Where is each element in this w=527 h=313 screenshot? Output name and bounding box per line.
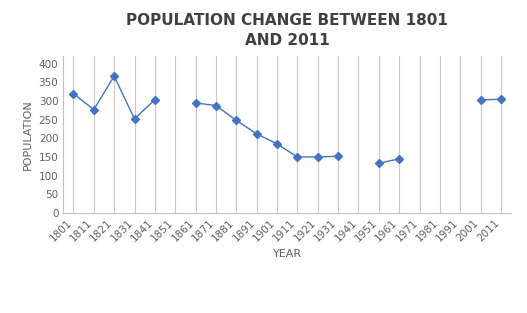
Y-axis label: POPULATION: POPULATION: [23, 99, 33, 170]
X-axis label: YEAR: YEAR: [272, 249, 302, 259]
Title: POPULATION CHANGE BETWEEN 1801
AND 2011: POPULATION CHANGE BETWEEN 1801 AND 2011: [126, 13, 448, 48]
